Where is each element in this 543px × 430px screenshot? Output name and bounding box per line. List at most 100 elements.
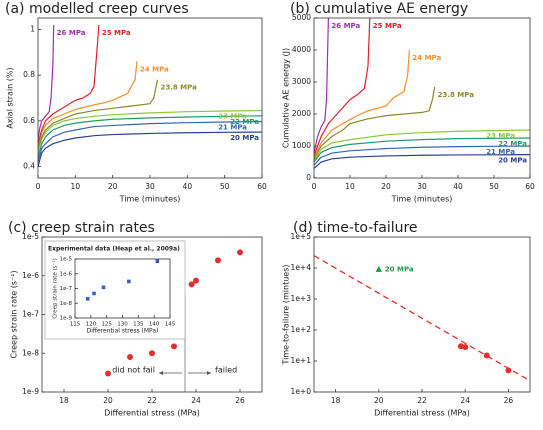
plot-frame (37, 17, 263, 179)
point (171, 343, 177, 350)
x-tick-label: 30 (145, 182, 155, 191)
curve-label: 21 MPa (218, 124, 247, 132)
y-tick-label: 0.6 (23, 116, 35, 125)
y-tick-label: 2000 (292, 109, 311, 118)
curve (314, 145, 530, 166)
x-tick-label: 10 (345, 182, 355, 191)
point-label: 20 MPa (385, 265, 414, 273)
x-tick-label: 18 (331, 396, 341, 405)
x-tick-label: 20 (108, 182, 118, 191)
curve-label: 20 MPa (498, 157, 527, 165)
x-tick-label: 0 (36, 182, 41, 191)
y-tick-label: 1e-5 (22, 232, 39, 241)
point (101, 285, 106, 290)
point (188, 281, 195, 288)
y-tick-label: 4000 (292, 45, 311, 54)
x-tick-label: 40 (453, 182, 463, 191)
annotation: failed (215, 366, 237, 375)
curve (314, 86, 436, 160)
y-tick-label: 0 (306, 173, 311, 182)
curve-label: 21 MPa (486, 148, 515, 156)
x-tick-label: 115 (70, 322, 81, 328)
point (193, 277, 199, 284)
x-tick-label: 22 (147, 396, 157, 405)
curve-label: 23.8 MPa (438, 91, 475, 99)
x-tick-label: 140 (149, 322, 160, 328)
arrow-head (159, 371, 163, 375)
y-tick-label: 1e+5 (291, 232, 312, 241)
point (149, 350, 155, 357)
curve-label: 26 MPa (331, 22, 360, 30)
curve-label: 25 MPa (102, 29, 131, 37)
x-tick-label: 120 (86, 322, 97, 328)
x-tick-label: 24 (460, 396, 470, 405)
x-tick-label: 50 (489, 182, 499, 191)
x-tick-label: 10 (71, 182, 81, 191)
y-axis-label: Axial strain (%) (6, 67, 15, 128)
y-tick-label: 1e-6 (60, 271, 73, 277)
curve (38, 24, 55, 140)
y-tick-label: 1e-5 (60, 257, 73, 263)
y-tick-label: 1e-8 (60, 301, 73, 307)
y-tick-label: 1000 (292, 141, 311, 150)
y-axis-label: Creep strain rate (s⁻¹) (10, 270, 19, 358)
point (215, 257, 221, 264)
x-tick-label: 18 (59, 396, 69, 405)
curve (38, 120, 262, 163)
y-tick-label: 1e-9 (22, 387, 39, 396)
plot-frame (74, 258, 171, 319)
y-tick-label: 0.4 (23, 162, 35, 171)
curve (38, 24, 100, 144)
curve-label: 20 MPa (230, 134, 259, 142)
x-tick-label: 40 (183, 182, 193, 191)
plot-background (75, 259, 170, 318)
x-axis-label: Differential stress (MPa) (104, 409, 200, 418)
point (92, 291, 96, 296)
y-tick-label: 1e-7 (60, 286, 73, 292)
plot-background (38, 18, 262, 178)
curve (314, 49, 410, 158)
point (375, 265, 382, 272)
y-axis-label: Cumulative AE energy (J) (282, 48, 291, 148)
panel-title: (b) cumulative AE energy (290, 1, 468, 17)
y-tick-label: 1e-6 (22, 271, 39, 280)
x-tick-label: 130 (117, 322, 128, 328)
x-axis-label: Time (minutes) (119, 195, 181, 204)
plot-background (314, 237, 530, 392)
curve (38, 115, 262, 158)
x-tick-label: 0 (312, 182, 317, 191)
y-tick-label: 1e+4 (291, 263, 312, 272)
x-tick-label: 24 (191, 396, 201, 405)
arrow-head (207, 371, 211, 375)
plot-frame (313, 17, 531, 179)
x-tick-label: 60 (525, 182, 535, 191)
curve (314, 154, 530, 169)
x-tick-label: 125 (101, 322, 112, 328)
x-tick-label: 20 (381, 182, 391, 191)
point (237, 249, 243, 256)
x-tick-label: 145 (165, 322, 176, 328)
y-tick-label: 1e+3 (291, 294, 312, 303)
curve-label: 24 MPa (140, 65, 169, 73)
curve (314, 17, 329, 153)
curve (38, 131, 262, 167)
point (483, 352, 490, 359)
curve-label: 22 MPa (230, 118, 259, 126)
curve-label: 25 MPa (373, 22, 402, 30)
y-axis-label: Time-to-failure (mintues) (282, 265, 291, 366)
x-tick-label: 60 (257, 182, 267, 191)
curve (314, 17, 371, 156)
y-tick-label: 1e-9 (60, 316, 73, 322)
point (127, 354, 133, 361)
curve-label: 23.8 MPa (160, 84, 197, 92)
curve (314, 129, 530, 161)
x-tick-label: 26 (504, 396, 514, 405)
x-tick-label: 135 (133, 322, 144, 328)
y-tick-label: 1e+0 (291, 387, 312, 396)
panel-title: (d) time-to-failure (293, 220, 418, 236)
point (127, 279, 131, 284)
panel-title: (a) modelled creep curves (5, 1, 189, 17)
panel-title: (c) creep strain rates (8, 220, 155, 236)
y-tick-label: 0.8 (23, 70, 35, 79)
